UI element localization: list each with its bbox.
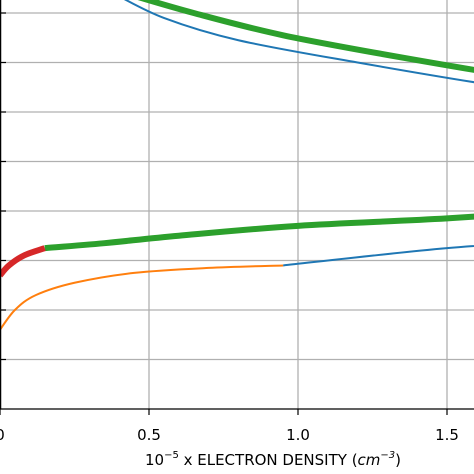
series-line-4 <box>0 245 46 278</box>
x-ticks: 00.51.01.52.02.53.0 <box>0 409 459 444</box>
x-axis-label: 10−5 x ELECTRON DENSITY (cm−3) <box>145 450 401 469</box>
x-axis-label-text: x ELECTRON DENSITY ( <box>179 451 358 469</box>
series-layer <box>0 0 474 331</box>
x-axis-label-suffix: ) <box>395 451 401 469</box>
x-axis-label-unit: cm <box>358 451 381 469</box>
x-axis-label-exponent: −5 <box>164 450 179 461</box>
series-line-1 <box>123 0 474 267</box>
y-ticks <box>0 12 6 361</box>
y-gridlines <box>0 12 474 361</box>
x-tick-label: 1.5 <box>435 426 459 444</box>
x-tick-label: 1.0 <box>286 426 310 444</box>
x-axis-label-prefix: 10 <box>145 451 164 469</box>
x-axis-label-unit-exponent: −3 <box>380 450 395 461</box>
series-line-3 <box>44 0 474 252</box>
x-tick-label: 0 <box>0 426 5 444</box>
x-tick-label: 0.5 <box>137 426 161 444</box>
series-line-2 <box>0 264 284 331</box>
